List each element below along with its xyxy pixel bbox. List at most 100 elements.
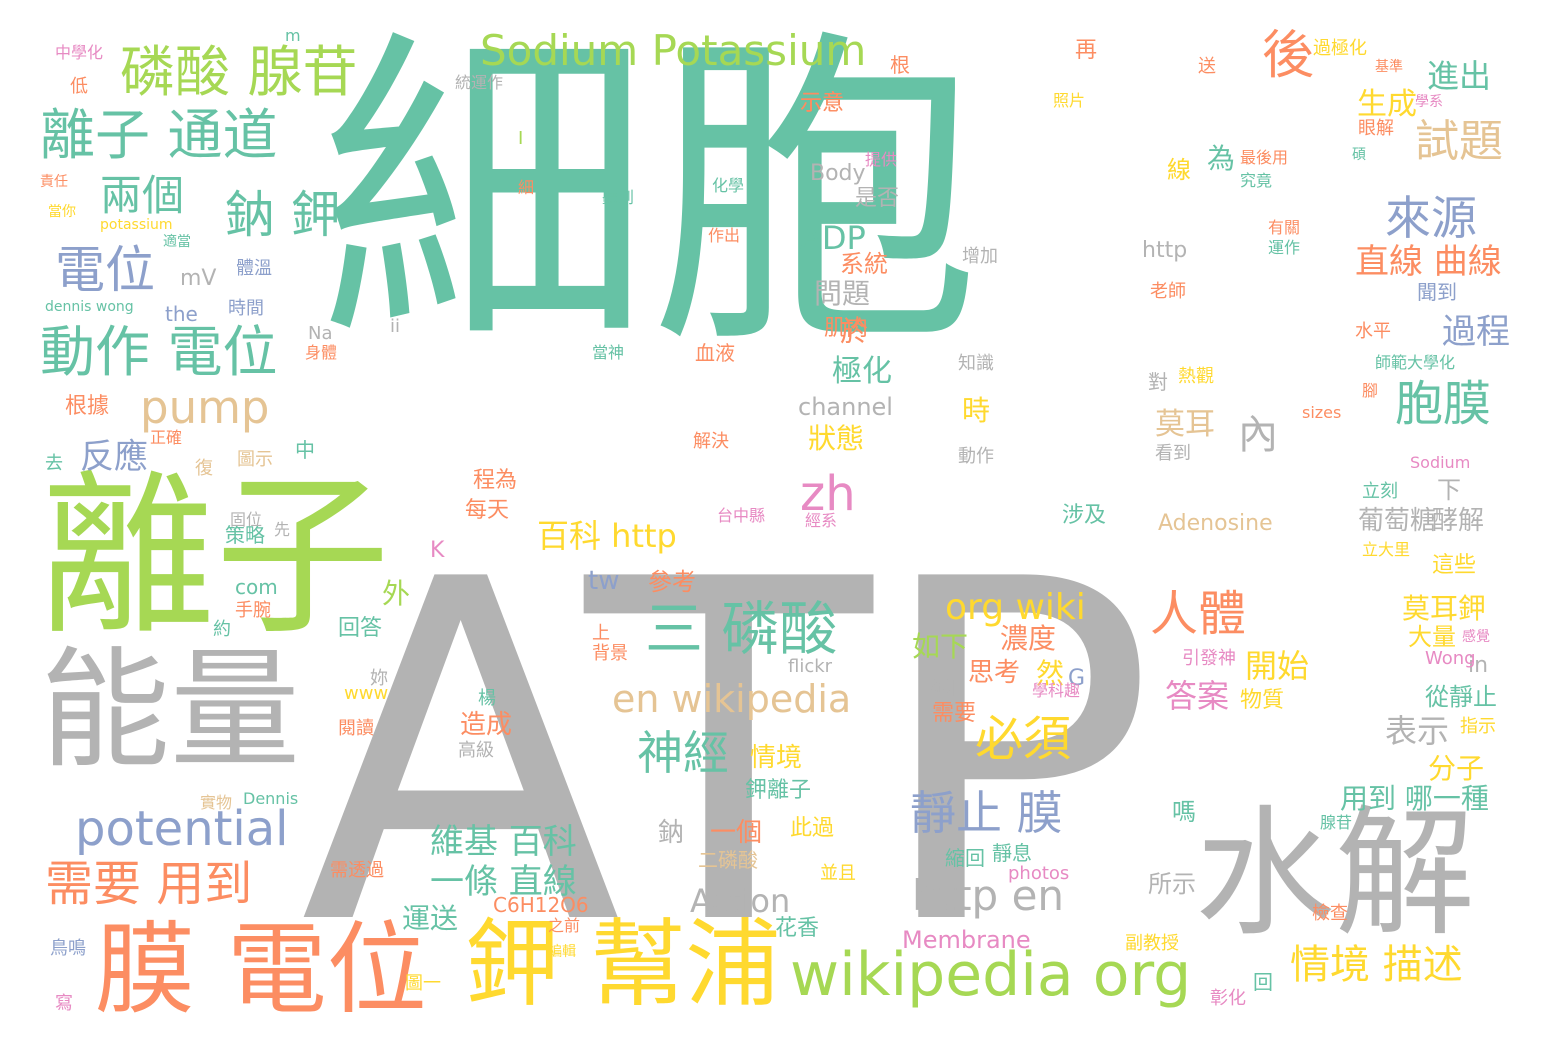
cloud-word: 鈉	[658, 818, 685, 848]
cloud-word: Wong	[1425, 648, 1476, 669]
cloud-word: 試題	[1415, 116, 1503, 167]
cloud-word: 台中縣	[717, 506, 766, 525]
cloud-word: 水解	[1195, 793, 1476, 956]
cloud-word: 下	[1437, 476, 1461, 504]
cloud-word: 副教授	[1125, 933, 1179, 954]
cloud-word: 並且	[820, 863, 856, 884]
cloud-word: 人體	[1150, 586, 1247, 642]
cloud-word: 過極化	[1313, 38, 1367, 59]
cloud-word: Dennis	[243, 789, 299, 808]
cloud-word: 進出	[1427, 57, 1492, 95]
cloud-word: 時	[962, 394, 991, 427]
cloud-word: sizes	[1302, 403, 1342, 422]
cloud-word: Action	[690, 882, 791, 920]
cloud-word: 立大里	[1362, 540, 1411, 559]
cloud-word: 程為	[473, 468, 518, 493]
cloud-word: 此過	[790, 816, 835, 841]
cloud-word: ADP	[800, 219, 866, 257]
cloud-word: 圖示	[237, 449, 273, 470]
cloud-word: 莫耳鉀	[1402, 592, 1487, 625]
cloud-word: 直線 曲線	[1355, 242, 1502, 282]
cloud-word: 再	[1075, 38, 1098, 63]
cloud-word: 來源	[1385, 191, 1477, 245]
cloud-word: 送	[1198, 56, 1216, 77]
cloud-word: 圖一	[405, 973, 441, 994]
cloud-word: Adenosine	[1158, 511, 1273, 536]
cloud-word: 極化	[832, 354, 892, 389]
cloud-word: 檢查	[1312, 903, 1348, 924]
cloud-word: 編輯	[548, 944, 576, 960]
cloud-word: 根	[890, 53, 910, 77]
cloud-word: Membrane	[902, 926, 1031, 954]
cloud-word: 碩	[1352, 147, 1366, 163]
cloud-word: 去	[45, 453, 63, 474]
cloud-word: 二磷酸	[698, 848, 758, 872]
cloud-word: 動作	[958, 446, 994, 467]
cloud-word: Body	[810, 161, 866, 186]
cloud-word: 外	[382, 577, 411, 610]
cloud-word: 需要	[932, 701, 977, 726]
cloud-word: 低	[70, 76, 88, 97]
cloud-word: 師範大學化	[1375, 353, 1456, 372]
cloud-word: 鈉 鉀	[225, 186, 341, 244]
cloud-word: http	[1142, 238, 1188, 263]
cloud-word: K	[430, 538, 445, 563]
cloud-word: 膜 電位	[95, 911, 427, 1028]
cloud-word: 線	[1167, 156, 1191, 184]
cloud-word: 當神	[592, 343, 625, 362]
cloud-word: 適當	[163, 234, 191, 250]
cloud-word: 聞到	[1417, 280, 1457, 304]
cloud-word: ATP	[300, 481, 1156, 1028]
cloud-word: 聽到	[602, 188, 635, 207]
cloud-word: 一個	[710, 818, 763, 848]
cloud-word: 動作 電位	[40, 320, 278, 384]
cloud-word: 究竟	[1240, 171, 1273, 190]
cloud-word: 兩個	[100, 171, 185, 220]
cloud-word: org wiki	[945, 587, 1086, 628]
cloud-word: 當你	[48, 204, 76, 220]
cloud-word: 照片	[1053, 91, 1086, 110]
cloud-word: 妳	[370, 668, 388, 689]
cloud-word: 造成	[460, 710, 513, 740]
cloud-word: 靜息	[992, 841, 1032, 865]
cloud-word: 情境	[750, 743, 803, 773]
cloud-word: 維基 百科	[430, 822, 577, 862]
cloud-word: 學科趣	[1032, 681, 1081, 700]
cloud-word: 花香	[775, 916, 820, 941]
cloud-word: 根據	[65, 394, 110, 419]
cloud-word: 生成	[1357, 87, 1417, 122]
cloud-word: 身體	[305, 343, 338, 362]
cloud-word: C6H12O6	[493, 893, 589, 917]
cloud-word: 最後用	[1240, 148, 1289, 167]
cloud-word: 策略	[225, 523, 265, 547]
cloud-word: 答案	[1165, 677, 1230, 715]
cloud-word: 固位	[230, 510, 263, 529]
cloud-word: 酵解	[1432, 506, 1485, 536]
cloud-word: wikipedia org	[790, 940, 1192, 1010]
cloud-word: 物質	[1240, 688, 1285, 713]
cloud-word: 立刻	[1362, 481, 1398, 502]
cloud-word: 莫耳	[1155, 407, 1215, 442]
cloud-word: 統運作	[455, 73, 504, 92]
cloud-word: 胞膜	[1395, 376, 1492, 432]
cloud-word: 眼解	[1358, 118, 1394, 139]
cloud-word: G	[1068, 666, 1086, 691]
cloud-word: in	[1468, 653, 1489, 678]
cloud-word: 開始	[1245, 647, 1310, 685]
cloud-word: 引發神	[1182, 648, 1236, 669]
cloud-word: 示意	[800, 91, 845, 116]
cloud-word: 老師	[1150, 281, 1186, 302]
cloud-word: 三 磷酸	[645, 595, 838, 663]
cloud-word: 濃度	[1000, 622, 1057, 655]
cloud-word: Sodium	[1410, 453, 1471, 472]
cloud-word: 電位	[55, 241, 155, 299]
cloud-word: 於	[840, 315, 869, 348]
cloud-word: 責任	[40, 174, 68, 190]
cloud-word: 中學化	[55, 43, 104, 62]
cloud-word: 感覺	[1462, 629, 1490, 645]
cloud-word: 葡萄糖	[1358, 506, 1437, 536]
cloud-word: 嗎	[1172, 798, 1196, 826]
cloud-word: 涉及	[1062, 503, 1107, 528]
cloud-word: www	[344, 683, 389, 704]
